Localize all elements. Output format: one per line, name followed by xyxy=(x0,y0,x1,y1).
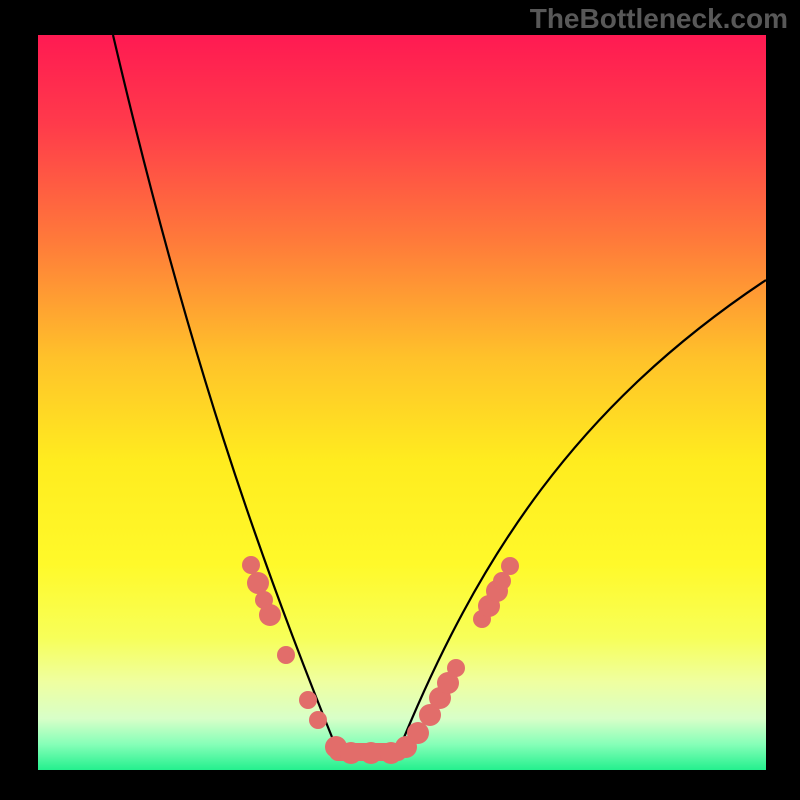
marker-point xyxy=(277,646,295,664)
marker-point xyxy=(407,722,429,744)
watermark-text: TheBottleneck.com xyxy=(530,3,788,35)
marker-point xyxy=(247,572,269,594)
marker-point xyxy=(340,742,362,764)
chart-container: TheBottleneck.com xyxy=(0,0,800,800)
marker-point xyxy=(299,691,317,709)
plot-area xyxy=(38,35,766,770)
marker-point xyxy=(309,711,327,729)
marker-point xyxy=(259,604,281,626)
marker-point xyxy=(501,557,519,575)
gradient-background xyxy=(38,35,766,770)
marker-point xyxy=(360,742,382,764)
marker-point xyxy=(447,659,465,677)
marker-point xyxy=(242,556,260,574)
plot-svg xyxy=(38,35,766,770)
